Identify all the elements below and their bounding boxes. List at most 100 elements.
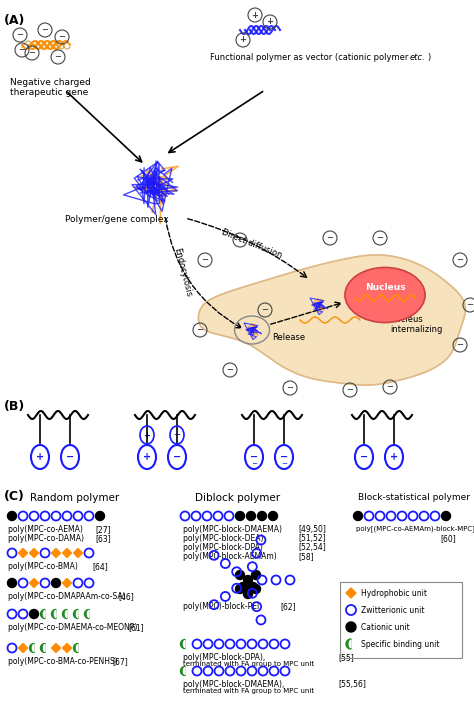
Text: ─: ─ (252, 461, 256, 467)
Text: +: + (36, 452, 44, 462)
Polygon shape (52, 610, 56, 618)
Circle shape (252, 585, 261, 593)
Text: (A): (A) (4, 14, 26, 27)
Text: Block-statistical polymer: Block-statistical polymer (358, 493, 470, 502)
Circle shape (236, 570, 245, 580)
Text: poly(MPC-​block-DMAEMA),: poly(MPC-​block-DMAEMA), (183, 680, 284, 689)
Text: poly(MPC-​co-AEMA): poly(MPC-​co-AEMA) (8, 525, 83, 534)
Polygon shape (52, 549, 61, 557)
Text: Direct diffusion: Direct diffusion (220, 228, 283, 260)
Text: [46]: [46] (118, 592, 134, 601)
Text: poly(MPC)-​block-PEI: poly(MPC)-​block-PEI (183, 602, 259, 611)
Circle shape (252, 570, 261, 580)
Text: Functional polymer as vector (cationic polymer: Functional polymer as vector (cationic p… (210, 53, 411, 62)
Text: −: − (173, 452, 181, 462)
Circle shape (346, 622, 356, 632)
Text: terminated with FA group to MPC unit: terminated with FA group to MPC unit (183, 661, 314, 667)
Polygon shape (346, 639, 351, 649)
Circle shape (244, 575, 253, 585)
Circle shape (236, 511, 245, 521)
Polygon shape (29, 644, 34, 653)
Polygon shape (32, 645, 34, 651)
Text: [49,50]: [49,50] (298, 525, 326, 534)
Text: Cationic unit: Cationic unit (361, 623, 410, 632)
Text: (C): (C) (4, 490, 25, 503)
Circle shape (29, 610, 38, 618)
Text: ─: ─ (282, 461, 286, 467)
Text: [27]: [27] (95, 525, 110, 534)
Text: poly(MPC-​block-DEA): poly(MPC-​block-DEA) (183, 534, 264, 543)
Text: −: − (42, 25, 48, 35)
Text: −: − (456, 255, 464, 265)
Circle shape (244, 590, 253, 598)
Text: −: − (466, 301, 474, 309)
Polygon shape (84, 610, 89, 618)
Text: [55,56]: [55,56] (338, 680, 366, 689)
Polygon shape (87, 610, 89, 618)
Text: [51,52]: [51,52] (298, 534, 326, 543)
Circle shape (238, 582, 247, 592)
Text: poly[(MPC-​co-AEMAm)-​block-MPC]: poly[(MPC-​co-AEMAm)-​block-MPC] (356, 525, 474, 532)
Polygon shape (40, 644, 45, 653)
Text: +: + (239, 35, 246, 45)
Text: Polymer/gene complex: Polymer/gene complex (65, 215, 169, 224)
Text: (B): (B) (4, 400, 25, 413)
Circle shape (246, 511, 255, 521)
Text: −: − (237, 236, 244, 244)
Polygon shape (181, 667, 185, 675)
Polygon shape (55, 610, 56, 618)
Text: poly(MPC-​block-DPA),: poly(MPC-​block-DPA), (183, 653, 265, 662)
Text: [52,54]: [52,54] (298, 543, 326, 552)
Text: −: − (360, 452, 368, 462)
Polygon shape (29, 549, 38, 557)
Polygon shape (346, 588, 356, 598)
Polygon shape (73, 644, 78, 653)
Text: [67]: [67] (112, 657, 128, 666)
Text: −: − (346, 385, 354, 395)
Text: +: + (144, 431, 151, 439)
Text: terminated with FA group to MPC unit: terminated with FA group to MPC unit (183, 688, 314, 694)
Circle shape (8, 511, 17, 521)
Text: [64]: [64] (92, 562, 108, 571)
Polygon shape (65, 610, 67, 618)
Text: −: − (201, 255, 209, 265)
Text: −: − (18, 45, 26, 55)
Text: −: − (250, 452, 258, 462)
Circle shape (95, 511, 104, 521)
Text: [60]: [60] (440, 534, 456, 543)
Polygon shape (76, 645, 78, 651)
Text: −: − (386, 383, 393, 392)
Text: [55]: [55] (338, 653, 354, 662)
Text: −: − (58, 32, 65, 42)
Text: −: − (55, 52, 62, 62)
Text: poly(MPC-​co-BMA-​co-PENHS): poly(MPC-​co-BMA-​co-PENHS) (8, 657, 118, 666)
Text: −: − (173, 431, 181, 439)
Polygon shape (44, 610, 45, 618)
Text: −: − (66, 452, 74, 462)
Text: poly(MPC-​block-DMAEMA): poly(MPC-​block-DMAEMA) (183, 525, 282, 534)
Polygon shape (181, 639, 185, 649)
Text: −: − (197, 326, 203, 334)
Text: poly(MPC-​block-DPA): poly(MPC-​block-DPA) (183, 543, 263, 552)
Circle shape (268, 511, 277, 521)
Text: −: − (456, 341, 464, 349)
Text: +: + (252, 11, 258, 19)
Text: etc.: etc. (410, 53, 426, 62)
Polygon shape (44, 645, 45, 651)
Polygon shape (63, 644, 72, 653)
Text: Specific binding unit: Specific binding unit (361, 640, 439, 649)
Text: +: + (266, 17, 273, 27)
Polygon shape (199, 255, 465, 385)
Text: nucleus
internalizing: nucleus internalizing (390, 315, 442, 334)
Text: ): ) (427, 53, 430, 62)
Polygon shape (73, 549, 82, 557)
Ellipse shape (345, 267, 425, 323)
Text: poly(MPC-​co-DMAPAAm-​co-SA): poly(MPC-​co-DMAPAAm-​co-SA) (8, 592, 126, 601)
Polygon shape (63, 579, 72, 587)
Text: poly(MPC-​co-DMAEMA-​co-MEONP): poly(MPC-​co-DMAEMA-​co-MEONP) (8, 623, 137, 632)
Text: −: − (262, 306, 268, 314)
Text: [58]: [58] (298, 552, 314, 561)
Circle shape (8, 579, 17, 587)
Text: [63]: [63] (95, 534, 111, 543)
Polygon shape (18, 644, 27, 653)
